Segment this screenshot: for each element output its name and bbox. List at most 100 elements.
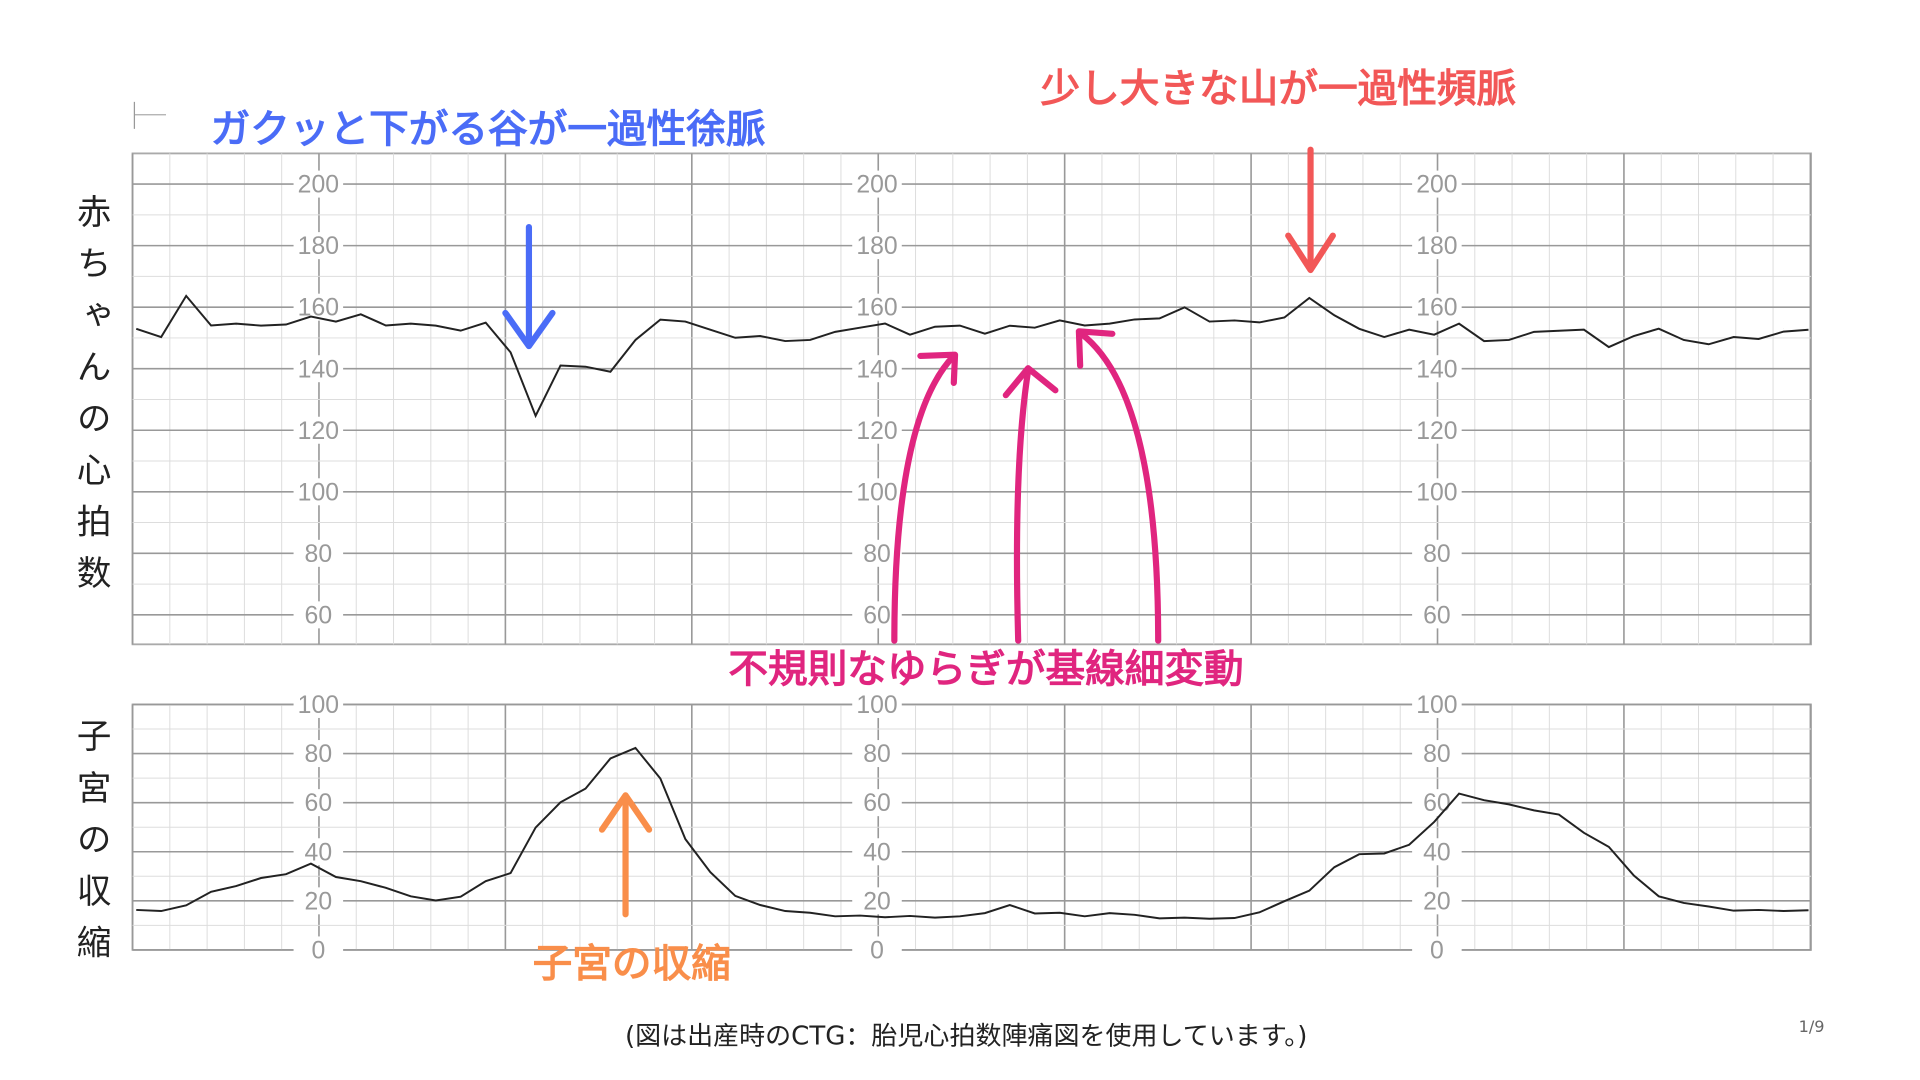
tick-label-bg bbox=[293, 601, 344, 629]
variability-arrow-1-head bbox=[917, 351, 959, 386]
variability-arrow-1 bbox=[891, 352, 957, 644]
tick-label-bg bbox=[1412, 936, 1462, 964]
tick-label-bg bbox=[1412, 170, 1462, 198]
y-tick-label: 40 bbox=[1423, 839, 1451, 866]
y-tick-label: 180 bbox=[856, 233, 897, 260]
tick-label-bg bbox=[293, 936, 344, 964]
tick-label-bg bbox=[852, 789, 902, 817]
y-tick-label: 100 bbox=[1416, 692, 1457, 719]
tick-label-bg bbox=[1412, 355, 1462, 383]
tick-label-bg bbox=[1412, 293, 1462, 321]
footer-caption: (図は出産時のCTG：胎児心拍数陣痛図を使用しています。) bbox=[624, 1021, 1308, 1051]
tick-label-bg bbox=[293, 887, 344, 915]
tick-label-bg bbox=[852, 355, 902, 383]
contraction-annotation: 子宮の収縮 bbox=[532, 940, 731, 987]
y-tick-label: 40 bbox=[863, 839, 891, 866]
tick-label-bg bbox=[1412, 232, 1462, 260]
contraction-axis-label: 子宮の収縮 bbox=[71, 717, 113, 976]
ctg-logo bbox=[133, 101, 166, 129]
y-tick-label: 120 bbox=[1416, 418, 1457, 445]
y-tick-label: 20 bbox=[863, 889, 891, 916]
contraction-line bbox=[136, 746, 1809, 920]
tick-label-bg bbox=[293, 355, 344, 383]
tick-label-bg bbox=[852, 232, 902, 260]
tick-label-bg bbox=[293, 232, 344, 260]
y-tick-label: 200 bbox=[298, 172, 339, 199]
y-tick-label: 120 bbox=[856, 418, 897, 445]
acceleration-arrow-head bbox=[1285, 232, 1336, 274]
heart-rate-axis-label: 赤ちゃんの心拍数 bbox=[71, 193, 113, 607]
tick-label-bg bbox=[852, 887, 902, 915]
y-tick-label: 80 bbox=[1423, 741, 1451, 768]
y-tick-label: 140 bbox=[856, 356, 897, 383]
tick-label-bg bbox=[293, 539, 344, 567]
y-tick-label: 20 bbox=[1423, 889, 1451, 916]
y-tick-label: 100 bbox=[856, 692, 897, 719]
tick-label-bg bbox=[293, 293, 344, 321]
tick-label-bg bbox=[852, 293, 902, 321]
tick-label-bg bbox=[852, 936, 902, 964]
y-tick-label: 120 bbox=[298, 418, 339, 445]
y-tick-label: 0 bbox=[1430, 938, 1444, 965]
y-tick-label: 80 bbox=[305, 541, 333, 568]
tick-label-bg bbox=[852, 740, 902, 768]
tick-label-bg bbox=[1412, 690, 1462, 718]
y-tick-label: 140 bbox=[1416, 356, 1457, 383]
y-tick-label: 80 bbox=[305, 741, 333, 768]
y-tick-label: 20 bbox=[305, 889, 333, 916]
tick-label-bg bbox=[1412, 789, 1462, 817]
y-tick-label: 100 bbox=[298, 479, 339, 506]
variability-arrow-2-head bbox=[1002, 365, 1059, 399]
tick-label-bg bbox=[852, 838, 902, 866]
y-tick-label: 0 bbox=[311, 938, 325, 965]
tick-label-bg bbox=[1412, 539, 1462, 567]
tick-label-bg bbox=[852, 690, 902, 718]
y-tick-label: 100 bbox=[856, 479, 897, 506]
acceleration-annotation: 少し大きな山が一過性頻脈 bbox=[1040, 65, 1517, 112]
y-tick-label: 180 bbox=[1416, 233, 1457, 260]
y-tick-label: 180 bbox=[298, 233, 339, 260]
heart-rate-line bbox=[135, 294, 1809, 419]
tick-label-bg bbox=[293, 478, 344, 506]
tick-label-bg bbox=[852, 170, 902, 198]
y-tick-label: 80 bbox=[863, 541, 891, 568]
y-tick-label: 80 bbox=[863, 741, 891, 768]
y-tick-label: 200 bbox=[1416, 172, 1457, 199]
y-tick-label: 60 bbox=[1423, 790, 1451, 817]
y-tick-label: 0 bbox=[870, 938, 884, 965]
y-tick-label: 40 bbox=[305, 839, 333, 866]
y-tick-label: 60 bbox=[1423, 603, 1451, 630]
tick-label-bg bbox=[1412, 416, 1462, 444]
variability-arrow-2 bbox=[1013, 367, 1032, 644]
y-tick-label: 60 bbox=[305, 603, 333, 630]
y-tick-label: 160 bbox=[856, 295, 897, 322]
variability-annotation: 不規則なゆらぎが基線細変動 bbox=[728, 645, 1244, 693]
deceleration-arrow-head bbox=[502, 309, 556, 350]
variability-arrow-3 bbox=[1078, 330, 1162, 644]
y-tick-label: 80 bbox=[1423, 541, 1451, 568]
tick-label-bg bbox=[293, 690, 344, 718]
tick-label-bg bbox=[852, 478, 902, 506]
y-tick-label: 60 bbox=[863, 790, 891, 817]
variability-arrow-3-head bbox=[1075, 328, 1116, 369]
tick-label-bg bbox=[293, 789, 344, 817]
tick-label-bg bbox=[1412, 838, 1462, 866]
tick-label-bg bbox=[1412, 740, 1462, 768]
y-tick-label: 100 bbox=[1416, 479, 1457, 506]
tick-label-bg bbox=[1412, 478, 1462, 506]
deceleration-annotation: ガクッと下がる谷が一過性徐脈 bbox=[210, 105, 766, 153]
y-tick-label: 200 bbox=[856, 172, 897, 199]
tick-label-bg bbox=[293, 170, 344, 198]
tick-label-bg bbox=[1412, 887, 1462, 915]
y-tick-label: 160 bbox=[1416, 295, 1457, 322]
y-tick-label: 100 bbox=[298, 692, 339, 719]
y-tick-label: 60 bbox=[305, 790, 333, 817]
y-tick-label: 140 bbox=[298, 356, 339, 383]
tick-label-bg bbox=[852, 416, 902, 444]
y-tick-label: 60 bbox=[863, 603, 891, 630]
tick-label-bg bbox=[293, 416, 344, 444]
tick-label-bg bbox=[293, 838, 344, 866]
tick-label-bg bbox=[293, 740, 344, 768]
contraction-arrow-head bbox=[598, 792, 653, 833]
